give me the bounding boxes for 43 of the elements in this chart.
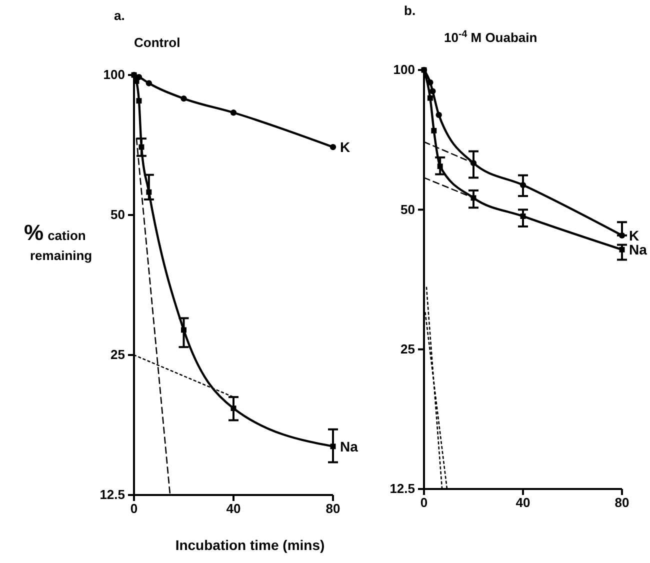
- text: a.: [114, 8, 125, 23]
- x-tick-label: 0: [130, 501, 138, 516]
- point: [618, 232, 626, 239]
- y-tick-label: 100: [103, 67, 125, 82]
- y-tick-label: 25: [110, 347, 125, 362]
- text: b.: [404, 3, 416, 18]
- point: [427, 95, 433, 101]
- point: [181, 327, 186, 333]
- point: [619, 246, 625, 252]
- point: [520, 213, 526, 219]
- x-tick-label: 40: [516, 495, 530, 510]
- y-tick-label: 50: [400, 202, 415, 217]
- point: [330, 444, 336, 450]
- series-label: Na: [340, 438, 358, 454]
- chart-title: Control: [134, 35, 180, 50]
- point: [437, 164, 443, 170]
- y-tick-label: 50: [110, 207, 125, 222]
- point: [230, 110, 237, 116]
- point: [146, 189, 152, 195]
- series-label: K: [340, 139, 350, 156]
- point: [330, 144, 336, 150]
- y-tick-label: 12.5: [390, 481, 415, 496]
- point: [180, 95, 187, 102]
- point: [430, 88, 436, 94]
- y-tick-label: 25: [400, 341, 415, 356]
- x-tick-label: 80: [614, 495, 630, 510]
- chart-title: 10$^{-4}$ M Ouabain: [444, 28, 538, 45]
- x-tick-label: 0: [420, 495, 428, 510]
- x-tick-label: 80: [326, 501, 340, 516]
- series-label: K: [629, 227, 640, 244]
- point: [230, 406, 236, 412]
- point: [436, 112, 442, 118]
- series-label: Na: [629, 242, 648, 258]
- point: [146, 80, 152, 86]
- point: [520, 182, 526, 188]
- y-tick-label: 12.5: [100, 487, 125, 502]
- y-axis-title: % cation remaining: [24, 220, 92, 263]
- point: [138, 144, 144, 150]
- x-axis-title: Incubation time (mins): [175, 537, 325, 553]
- point: [431, 128, 437, 134]
- y-tick-label: 100: [393, 62, 415, 78]
- point: [136, 98, 142, 104]
- x-tick-label: 40: [226, 501, 241, 516]
